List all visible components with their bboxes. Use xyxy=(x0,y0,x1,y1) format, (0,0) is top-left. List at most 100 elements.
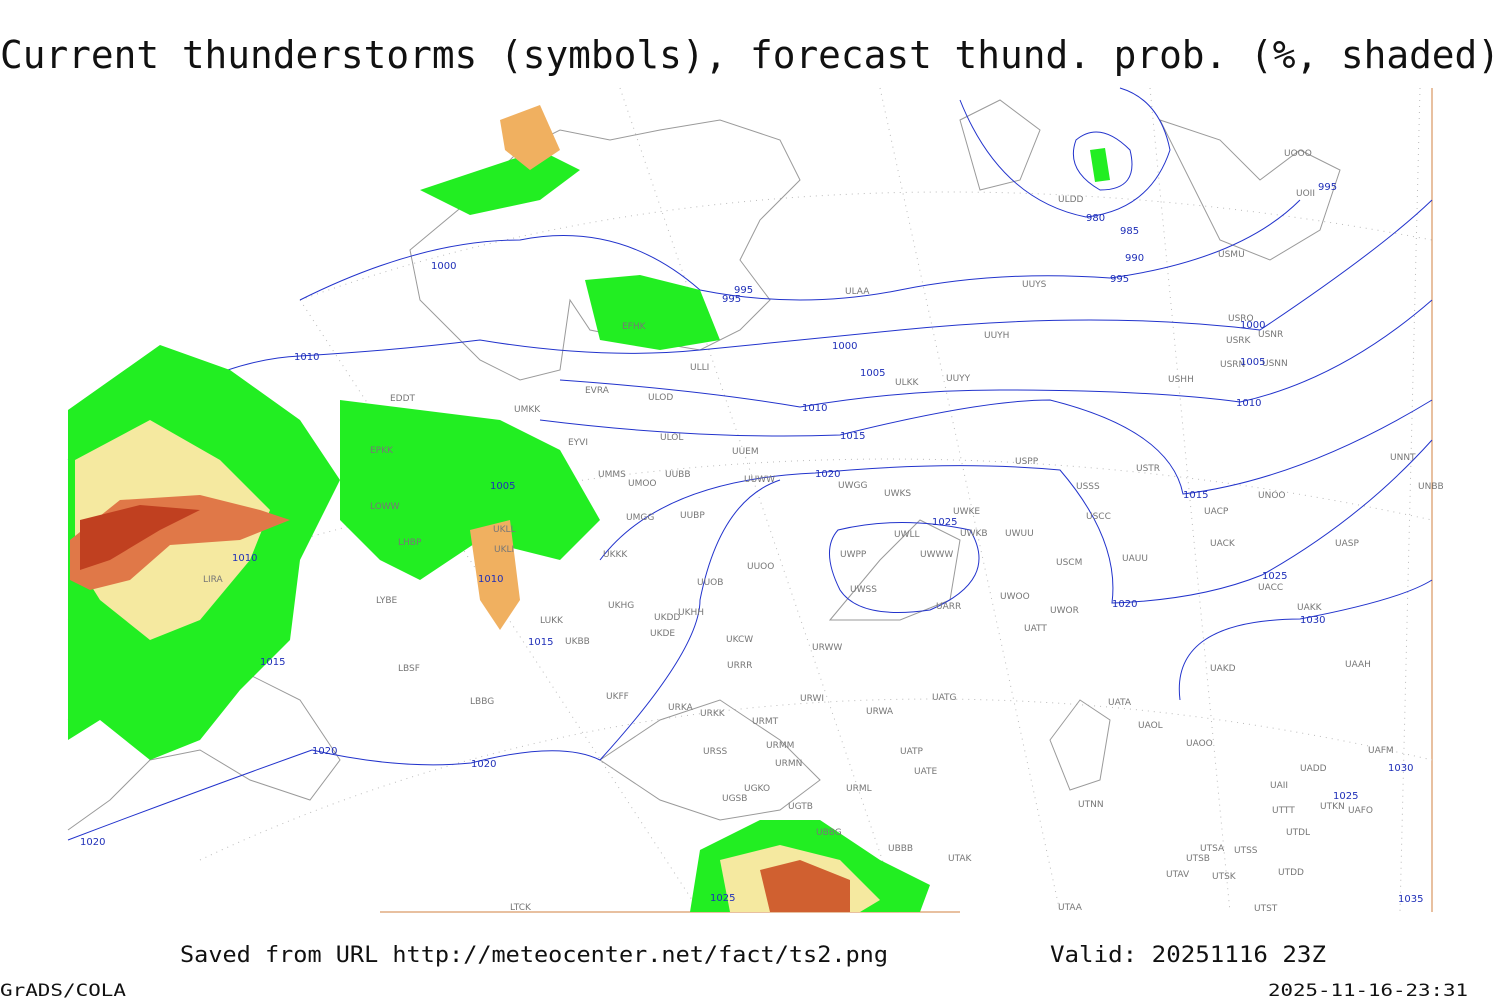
station-label: UNOO xyxy=(1258,491,1286,501)
isobar xyxy=(599,439,1433,604)
station-label: UAKK xyxy=(1297,603,1323,613)
station-label: UAAH xyxy=(1345,660,1371,670)
isobar-label: 1030 xyxy=(1300,615,1325,626)
station-label: USTR xyxy=(1136,464,1160,474)
station-label: UUOB xyxy=(697,578,723,588)
station-label: USNR xyxy=(1258,330,1283,340)
coastline xyxy=(959,99,1041,191)
station-label: URMT xyxy=(752,717,779,727)
station-label: USNN xyxy=(1262,359,1288,369)
station-label: USMU xyxy=(1218,250,1245,260)
isobar-label: 1025 xyxy=(710,893,735,904)
station-label: UTAV xyxy=(1166,870,1190,880)
station-label: UUBP xyxy=(680,511,705,521)
grid-line xyxy=(879,87,1061,913)
isobar-label: 1000 xyxy=(832,341,857,352)
coastline xyxy=(1159,119,1341,261)
isobar-label: 1035 xyxy=(1398,894,1423,905)
isobar-label: 980 xyxy=(1086,213,1105,224)
station-label: USHH xyxy=(1168,375,1194,385)
isobar xyxy=(829,522,980,613)
station-label: LTCK xyxy=(510,903,532,913)
station-label: UAOO xyxy=(1186,739,1213,749)
station-label: UKFF xyxy=(606,692,629,702)
station-label: UATT xyxy=(1024,624,1047,634)
station-label: USPP xyxy=(1015,457,1039,467)
station-label: UWKS xyxy=(884,489,911,499)
station-label: UOOO xyxy=(1284,149,1312,159)
station-label: UKBB xyxy=(565,637,590,647)
station-label: UTKN xyxy=(1320,802,1345,812)
station-label: UTST xyxy=(1254,904,1278,914)
station-label: USRK xyxy=(1226,336,1252,346)
station-label: UWUU xyxy=(1005,529,1034,539)
station-label: UWSS xyxy=(850,585,877,595)
station-label: UAFO xyxy=(1348,806,1373,816)
station-label: ULOD xyxy=(648,393,673,403)
map-labels: ULDD UOII UOOO ULAA UUYS USMU USRO USRK USNR USRN… xyxy=(80,149,1444,914)
shaded-area xyxy=(585,275,720,350)
isobar-label: 1010 xyxy=(478,574,503,585)
station-label: ULOL xyxy=(660,433,683,443)
isobar-label: 1010 xyxy=(802,403,827,414)
station-label: UATP xyxy=(900,747,924,757)
station-label: UUYH xyxy=(984,331,1009,341)
station-label: UNNT xyxy=(1390,453,1416,463)
isobar xyxy=(959,87,1171,218)
shaded-area xyxy=(500,105,560,170)
isobar-label: 1005 xyxy=(1240,357,1265,368)
isobar-label: 1020 xyxy=(80,837,105,848)
station-label: URWW xyxy=(812,643,842,653)
valid-time: Valid: 20251116 23Z xyxy=(1050,943,1326,968)
isobar-label: 1015 xyxy=(1183,490,1208,501)
station-label: UATA xyxy=(1108,698,1132,708)
isobar-label: 1015 xyxy=(528,637,553,648)
isobar-label: 1025 xyxy=(1262,571,1287,582)
station-label: EVRA xyxy=(585,386,610,396)
station-label: UWLL xyxy=(894,530,920,540)
station-label: UMMS xyxy=(598,470,626,480)
station-label: UTSB xyxy=(1186,854,1210,864)
probability-shading xyxy=(68,105,1110,912)
coastline xyxy=(599,699,821,821)
station-label: UKKK xyxy=(603,550,628,560)
station-label: UUYS xyxy=(1022,280,1047,290)
station-label: URKA xyxy=(668,703,694,713)
station-label: ULKK xyxy=(895,378,920,388)
isobar-label: 990 xyxy=(1125,253,1144,264)
station-label: UWOO xyxy=(1000,592,1030,602)
station-label: UBBB xyxy=(888,844,913,854)
station-label: URWI xyxy=(800,694,824,704)
isobar-label: 1000 xyxy=(1240,320,1265,331)
station-label: UUEM xyxy=(732,447,759,457)
station-label: UTSK xyxy=(1212,872,1237,882)
station-label: UARR xyxy=(936,602,961,612)
isobar-label: 1000 xyxy=(431,261,456,272)
station-label: UTDD xyxy=(1278,868,1304,878)
station-label: UKDD xyxy=(654,613,680,623)
isobar-label: 995 xyxy=(734,285,753,296)
grid-line xyxy=(67,458,1433,621)
coastline xyxy=(1049,699,1111,791)
station-label: UTAA xyxy=(1058,903,1083,913)
station-label: UGKO xyxy=(744,784,770,794)
station-label: EYVI xyxy=(568,438,588,448)
station-label: LHBP xyxy=(398,538,422,548)
isobar xyxy=(67,199,1433,461)
isobar xyxy=(559,299,1433,408)
map-area xyxy=(68,88,1432,912)
station-label: UTNN xyxy=(1078,800,1104,810)
station-label: URMN xyxy=(775,759,802,769)
shaded-area xyxy=(420,150,580,215)
station-label: URKK xyxy=(700,709,726,719)
map-title: Current thunderstorms (symbols), forecas… xyxy=(0,33,1500,77)
station-label: UMKK xyxy=(514,405,541,415)
shaded-area xyxy=(470,520,520,630)
station-label: UBBG xyxy=(816,828,842,838)
station-label: LIRA xyxy=(203,575,224,585)
isobar-label: 1015 xyxy=(260,657,285,668)
station-label: UMGG xyxy=(626,513,654,523)
station-label: UTSS xyxy=(1234,846,1258,856)
station-label: UGSB xyxy=(722,794,747,804)
